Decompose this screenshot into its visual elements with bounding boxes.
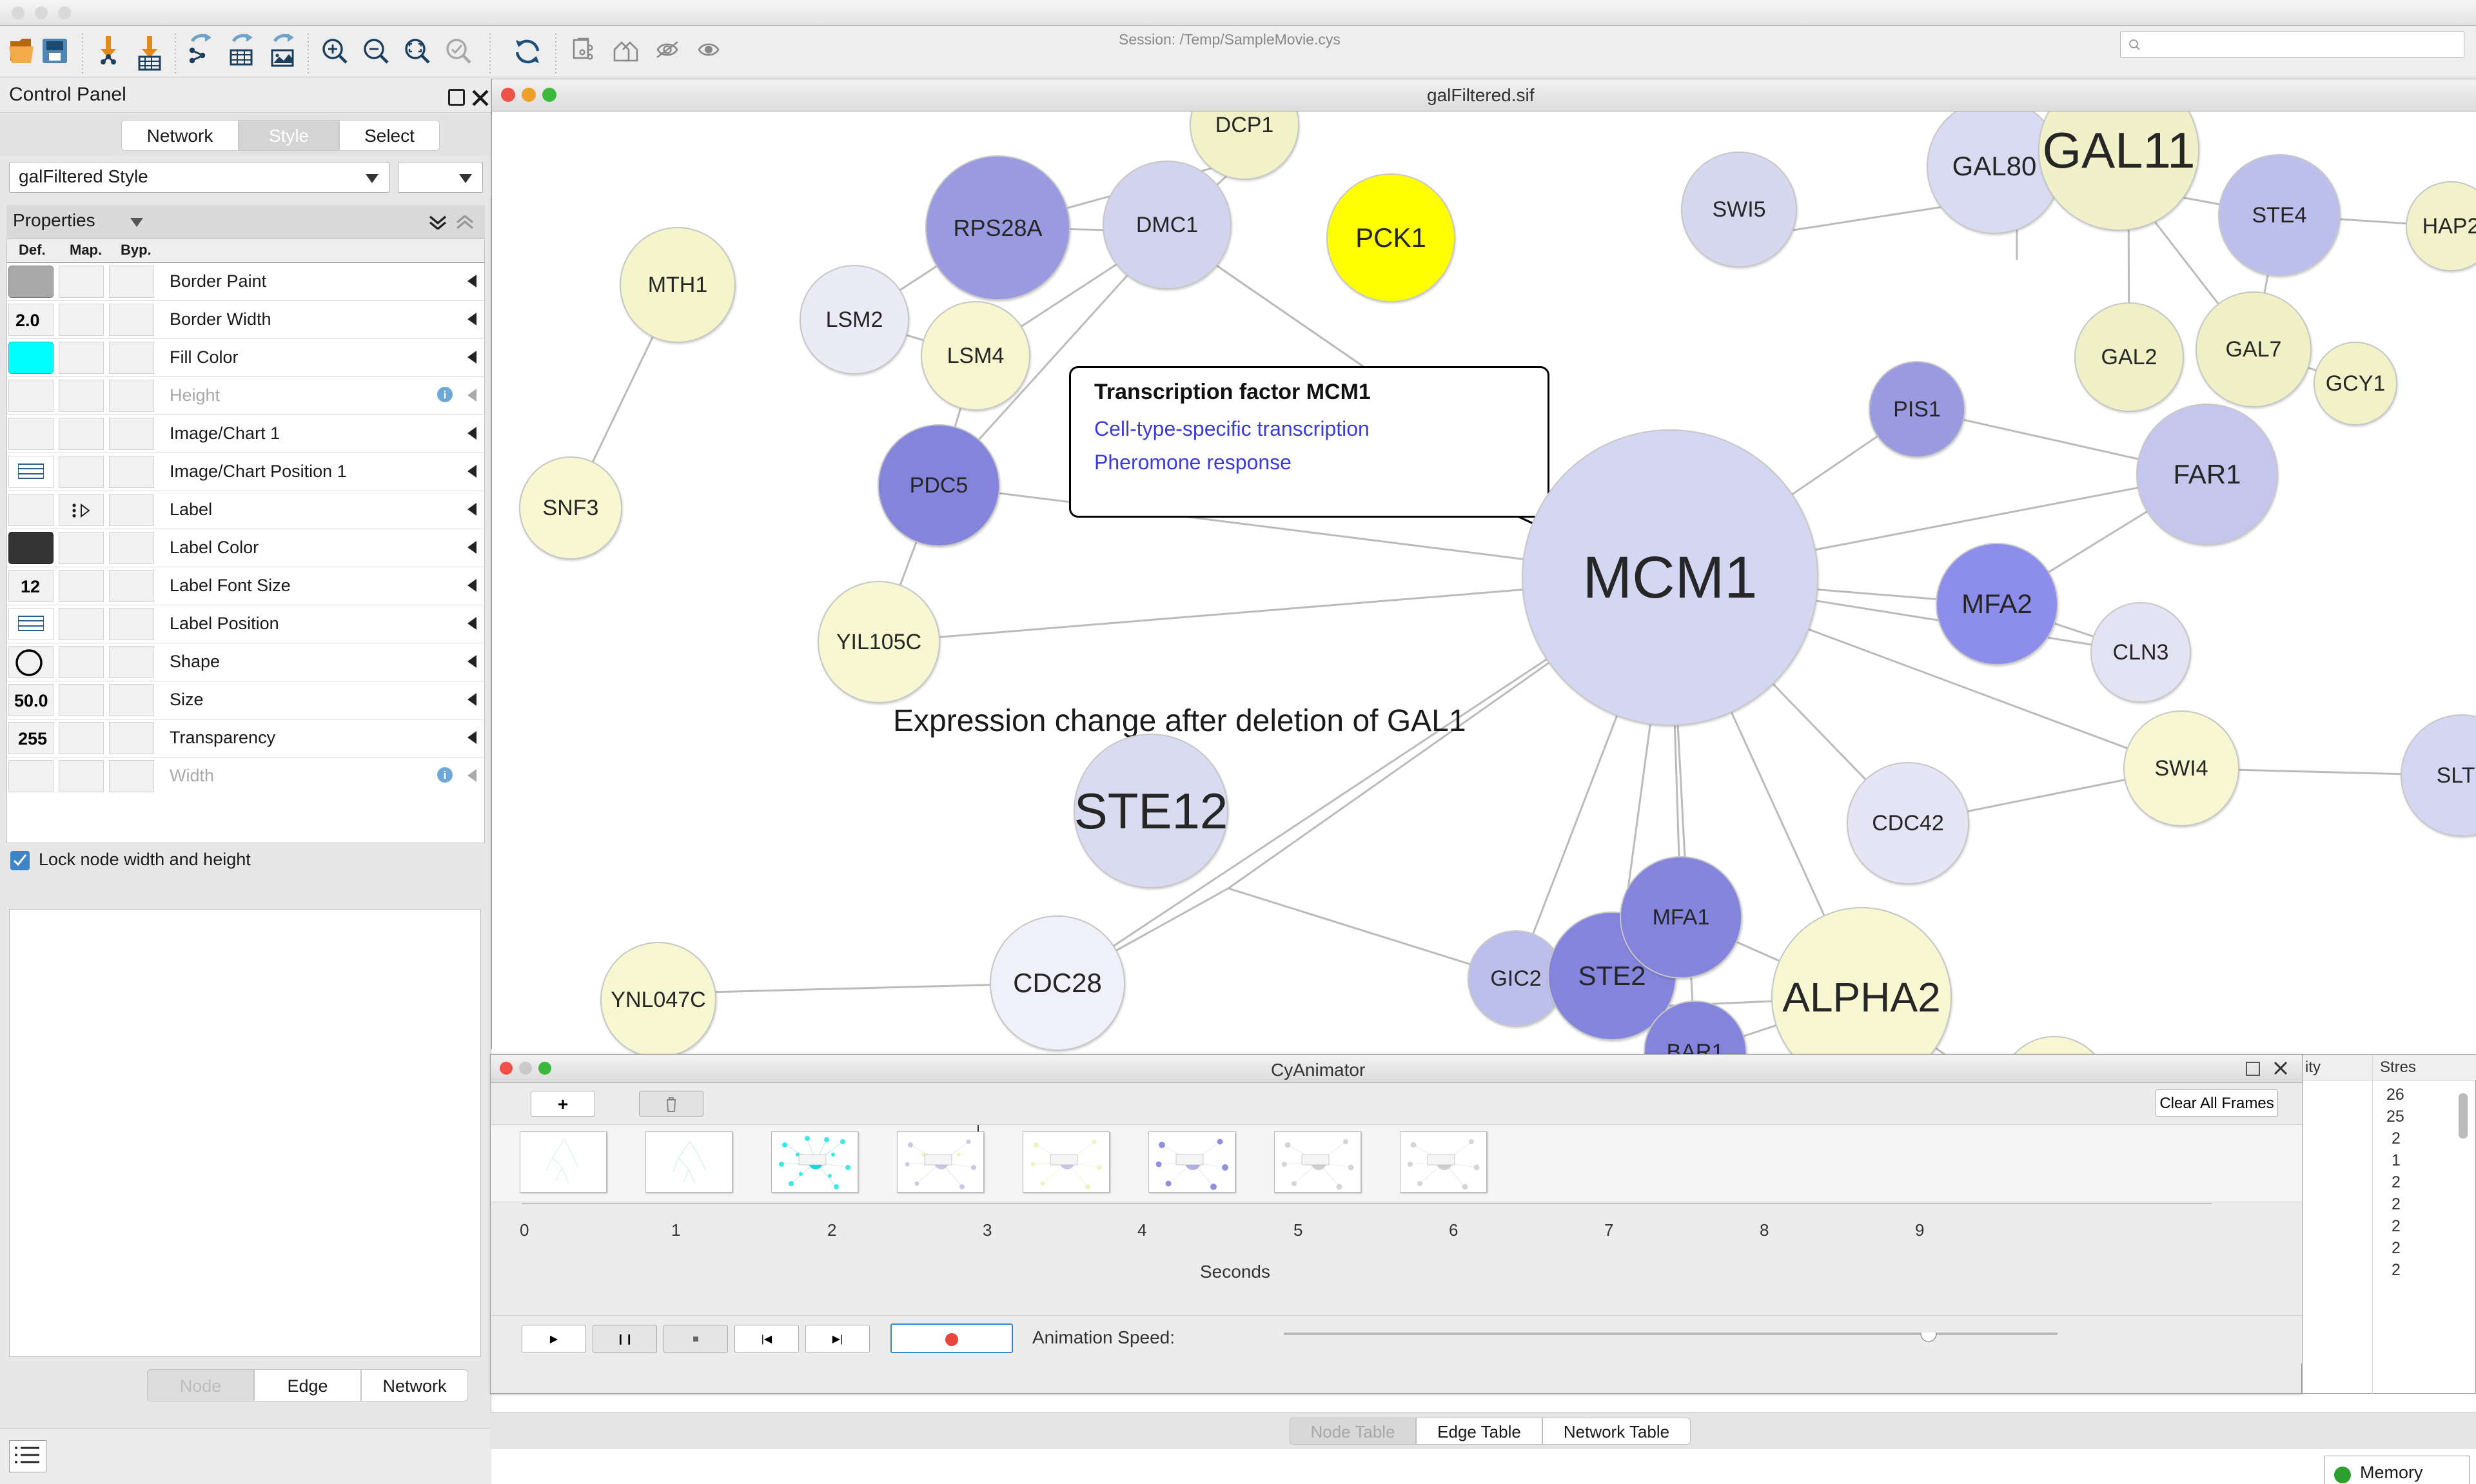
svg-text:i: i [444, 389, 447, 401]
svg-text:i: i [444, 769, 447, 781]
